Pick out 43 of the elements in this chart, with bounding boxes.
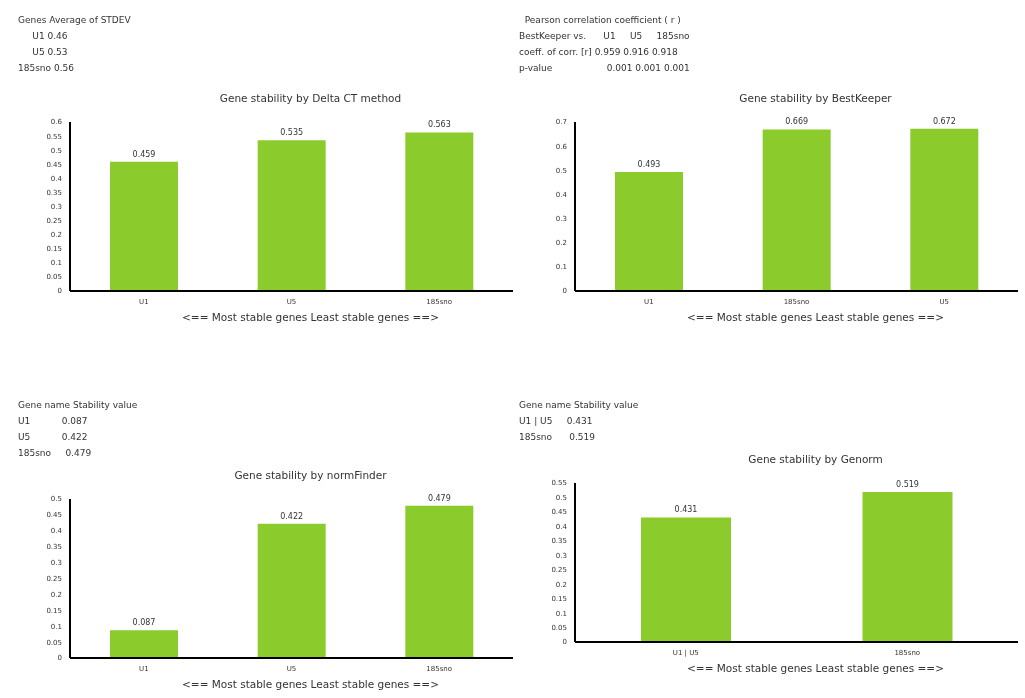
data-label: 0.493	[637, 159, 661, 169]
text: BestKeeper vs. U1 U5 185sno	[519, 30, 691, 43]
chart-title: Gene stability by BestKeeper	[738, 92, 893, 104]
chart-title: Gene stability by normFinder	[233, 469, 388, 481]
bar	[405, 132, 474, 291]
data-label: 0.479	[427, 493, 451, 503]
text: U1 | U5 0.431	[519, 415, 594, 428]
bar	[110, 630, 178, 658]
chart-title: Gene stability by Genorm	[747, 453, 884, 465]
bar	[910, 128, 979, 291]
text: U1 0.087	[18, 415, 89, 428]
data-label: 0.669	[785, 117, 809, 127]
data-label: 0.563	[427, 120, 451, 130]
data-label: 0.422	[280, 511, 304, 521]
data-label: 0.535	[280, 128, 304, 138]
data-label: 0.431	[674, 505, 698, 515]
bar	[257, 140, 326, 291]
data-label: 0.672	[932, 116, 956, 126]
bar	[762, 129, 831, 291]
data-label: 0.087	[132, 618, 156, 628]
bar	[615, 171, 683, 291]
text: Genes Average of STDEV	[18, 14, 132, 27]
text: U5 0.53	[31, 46, 69, 59]
text: p-value 0.001 0.001 0.001	[519, 62, 691, 75]
bar	[405, 505, 474, 658]
text: Gene name Stability value	[519, 399, 640, 412]
text: U5 0.422	[18, 431, 89, 444]
x-axis-title: <== Most stable genes Least stable genes ==>	[686, 311, 945, 323]
text: 185sno 0.479	[18, 447, 93, 460]
data-label: 0.459	[132, 149, 156, 159]
x-axis-title: <== Most stable genes Least stable genes ==>	[181, 311, 440, 323]
x-axis-title: <== Most stable genes Least stable genes ==>	[181, 678, 440, 690]
text: Pearson correlation coefficient ( r )	[523, 14, 682, 27]
data-label: 0.519	[896, 479, 919, 489]
chart-title: Gene stability by Delta CT method	[218, 92, 403, 104]
text: 185sno 0.519	[519, 431, 596, 444]
text: U1 0.46	[31, 30, 69, 43]
bar	[110, 161, 178, 291]
text: Gene name Stability value	[18, 399, 139, 412]
bar	[257, 523, 326, 658]
x-axis-title: <== Most stable genes Least stable genes ==>	[686, 662, 945, 674]
text: 185sno 0.56	[18, 62, 75, 75]
text: coeff. of corr. [r] 0.959 0.916 0.918	[519, 46, 679, 59]
